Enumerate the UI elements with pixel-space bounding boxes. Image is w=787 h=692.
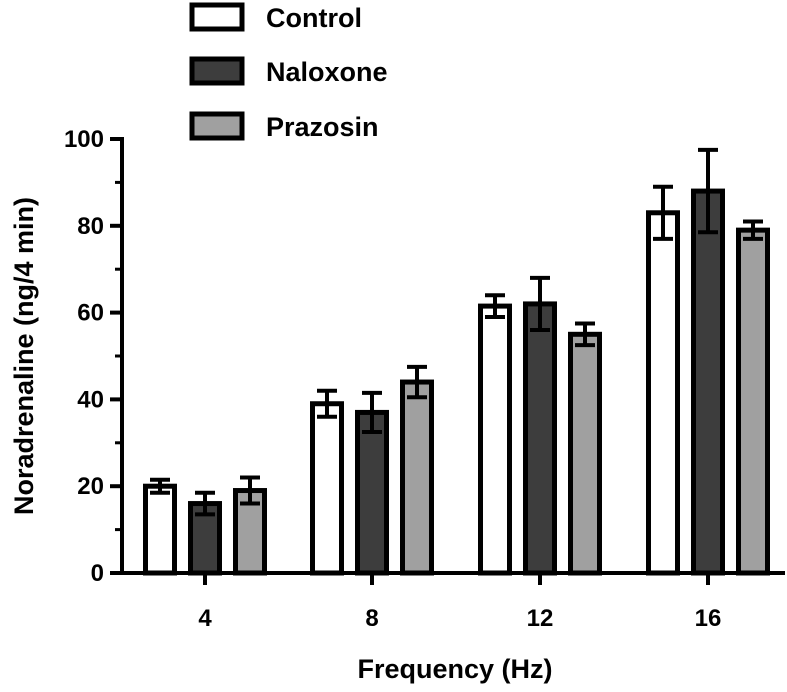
x-axis: 4 8 12 16 (122, 571, 785, 632)
legend-label-control: Control (266, 3, 362, 33)
y-axis-title: Noradrenaline (ng/4 min) (9, 197, 39, 515)
bar-naloxone-8 (355, 409, 389, 576)
x-tick-label: 4 (198, 605, 212, 632)
y-tick-label: 60 (77, 300, 104, 327)
legend-swatch-control (189, 2, 245, 32)
bar-prazosin-12 (568, 331, 602, 576)
bar-naloxone-12 (523, 301, 557, 576)
bar-naloxone-16 (691, 188, 725, 576)
bar-control-8 (310, 401, 344, 576)
bars (143, 147, 770, 576)
legend-swatch-naloxone (189, 56, 245, 86)
legend: Control Naloxone Prazosin (189, 2, 388, 142)
legend-label-prazosin: Prazosin (266, 112, 379, 142)
bar-control-4 (143, 483, 177, 576)
bar-prazosin-16 (736, 227, 770, 576)
x-axis-title: Frequency (Hz) (357, 654, 552, 684)
y-tick-label: 80 (77, 213, 104, 240)
x-tick-label: 12 (527, 605, 554, 632)
bar-control-16 (646, 210, 680, 576)
y-tick-label: 40 (77, 386, 104, 413)
y-tick-label: 20 (77, 473, 104, 500)
y-tick-label: 0 (91, 560, 104, 587)
legend-swatch-prazosin (189, 111, 245, 141)
legend-label-naloxone: Naloxone (266, 57, 388, 87)
x-tick-label: 8 (365, 605, 378, 632)
bar-control-12 (478, 303, 512, 576)
y-axis: 0 20 40 60 80 100 (64, 126, 124, 587)
x-tick-label: 16 (695, 605, 722, 632)
y-tick-label: 100 (64, 126, 104, 153)
bar-prazosin-8 (400, 379, 434, 576)
